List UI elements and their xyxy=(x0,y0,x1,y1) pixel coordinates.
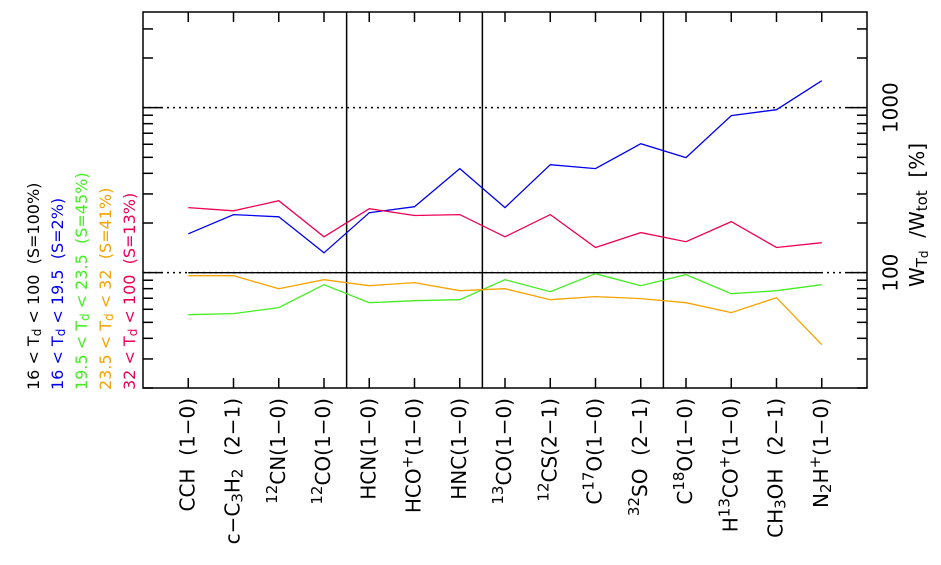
text-segment: CO xyxy=(718,468,742,498)
text-segment: O(1−0) xyxy=(673,398,697,472)
y-axis-label: WTd /Wtot [%] xyxy=(905,143,932,287)
text-segment: SO (2−1) xyxy=(627,398,651,497)
legend-entry: 32 < Td < 100 (S=13%) xyxy=(120,193,141,390)
x-tick-label: CCH (1−0) xyxy=(175,398,199,512)
text-segment: 16 < T xyxy=(24,336,43,390)
text-segment: HCO xyxy=(401,468,425,513)
text-segment: N xyxy=(808,493,832,508)
text-segment: 3 xyxy=(772,499,790,509)
text-segment: + xyxy=(715,456,733,469)
y-tick-label: 1000 xyxy=(879,82,903,133)
text-segment: 3 xyxy=(229,493,247,503)
text-segment: < 32 (S=41%) xyxy=(96,188,115,314)
text-segment: < 19.5 (S=2%) xyxy=(48,198,67,329)
text-segment: 32 xyxy=(625,497,643,516)
x-tick-label: c−C3H2 (2−1) xyxy=(220,398,247,544)
text-segment: d xyxy=(126,329,140,337)
text-segment: (2−1) xyxy=(220,398,244,469)
text-segment: c−C xyxy=(220,503,244,545)
x-tick-label: C17O(1−0) xyxy=(579,398,606,505)
text-segment: CO(1−0) xyxy=(492,398,516,486)
text-segment: d xyxy=(917,250,931,258)
text-segment: (1−0) xyxy=(401,398,425,456)
x-tick-label: H13CO+(1−0) xyxy=(715,398,742,532)
text-segment: T xyxy=(913,257,931,268)
text-segment: CH xyxy=(763,509,787,538)
series-line xyxy=(188,199,822,249)
x-tick-label: CH3OH (2−1) xyxy=(763,398,790,538)
text-segment: 23.5 < T xyxy=(96,321,115,390)
text-segment: 12 xyxy=(534,482,552,501)
text-segment: 18 xyxy=(670,472,688,491)
x-tick-label: HNC(1−0) xyxy=(446,398,470,500)
text-segment: < 100 (S=100%) xyxy=(24,183,43,329)
legend-entry: 23.5 < Td < 32 (S=41%) xyxy=(96,188,117,390)
series-line xyxy=(188,275,823,346)
text-segment: 13 xyxy=(489,486,507,505)
x-tick-label: HCN(1−0) xyxy=(356,398,380,500)
x-tick-label: HCO+(1−0) xyxy=(398,398,425,513)
text-segment: (1−0) xyxy=(718,398,742,456)
legend-entry: 16 < Td < 100 (S=100%) xyxy=(24,183,45,390)
text-segment: 17 xyxy=(579,472,597,491)
text-segment: < 23.5 (S=45%) xyxy=(72,172,91,313)
x-tick-label: 12CN(1−0) xyxy=(263,398,290,504)
text-segment: CN(1−0) xyxy=(265,398,289,485)
text-segment: d xyxy=(54,329,68,337)
text-segment: 2 xyxy=(229,469,247,479)
legend-entry: 19.5 < Td < 23.5 (S=45%) xyxy=(72,172,93,390)
text-segment: HCN(1−0) xyxy=(356,398,380,500)
text-segment: C xyxy=(673,491,697,505)
text-segment: /W xyxy=(905,211,929,250)
text-segment: CO(1−0) xyxy=(311,398,335,486)
text-segment: 2 xyxy=(817,483,835,493)
text-segment: d xyxy=(102,313,116,321)
legend-entry: 16 < Td < 19.5 (S=2%) xyxy=(48,198,69,390)
text-segment: (1−0) xyxy=(808,398,832,456)
text-segment: CCH (1−0) xyxy=(175,398,199,512)
text-segment: tot xyxy=(913,190,931,211)
text-segment: 12 xyxy=(308,486,326,505)
text-segment: H xyxy=(718,517,742,532)
text-segment: + xyxy=(398,456,416,469)
text-segment: O(1−0) xyxy=(582,398,606,472)
text-segment: H xyxy=(220,478,244,493)
text-segment: C xyxy=(582,491,606,505)
x-tick-label: N2H+(1−0) xyxy=(806,398,835,508)
x-tick-label: 13CO(1−0) xyxy=(489,398,516,505)
text-segment: OH (2−1) xyxy=(763,398,787,499)
series-line xyxy=(188,80,823,254)
text-segment: H xyxy=(808,468,832,483)
plot-frame xyxy=(142,11,868,389)
text-segment: d xyxy=(30,329,44,337)
text-segment: 12 xyxy=(263,485,281,504)
text-segment: < 100 (S=13%) xyxy=(120,193,139,329)
text-segment: [%] xyxy=(905,143,929,190)
text-segment: 16 < T xyxy=(48,336,67,390)
text-segment: HNC(1−0) xyxy=(446,398,470,500)
text-segment: W xyxy=(905,267,929,287)
y-tick-label: 100 xyxy=(879,254,903,292)
text-segment: + xyxy=(806,456,824,469)
text-segment: 32 < T xyxy=(120,336,139,390)
x-tick-label: 12CS(2−1) xyxy=(534,398,561,502)
series-line xyxy=(188,273,822,316)
text-segment: d xyxy=(78,313,92,321)
text-segment: 19.5 < T xyxy=(72,321,91,390)
x-tick-label: C18O(1−0) xyxy=(670,398,697,505)
x-tick-label: 32SO (2−1) xyxy=(625,398,652,516)
text-segment: 13 xyxy=(715,498,733,517)
text-segment: CS(2−1) xyxy=(537,398,561,482)
x-tick-label: 12CO(1−0) xyxy=(308,398,335,505)
